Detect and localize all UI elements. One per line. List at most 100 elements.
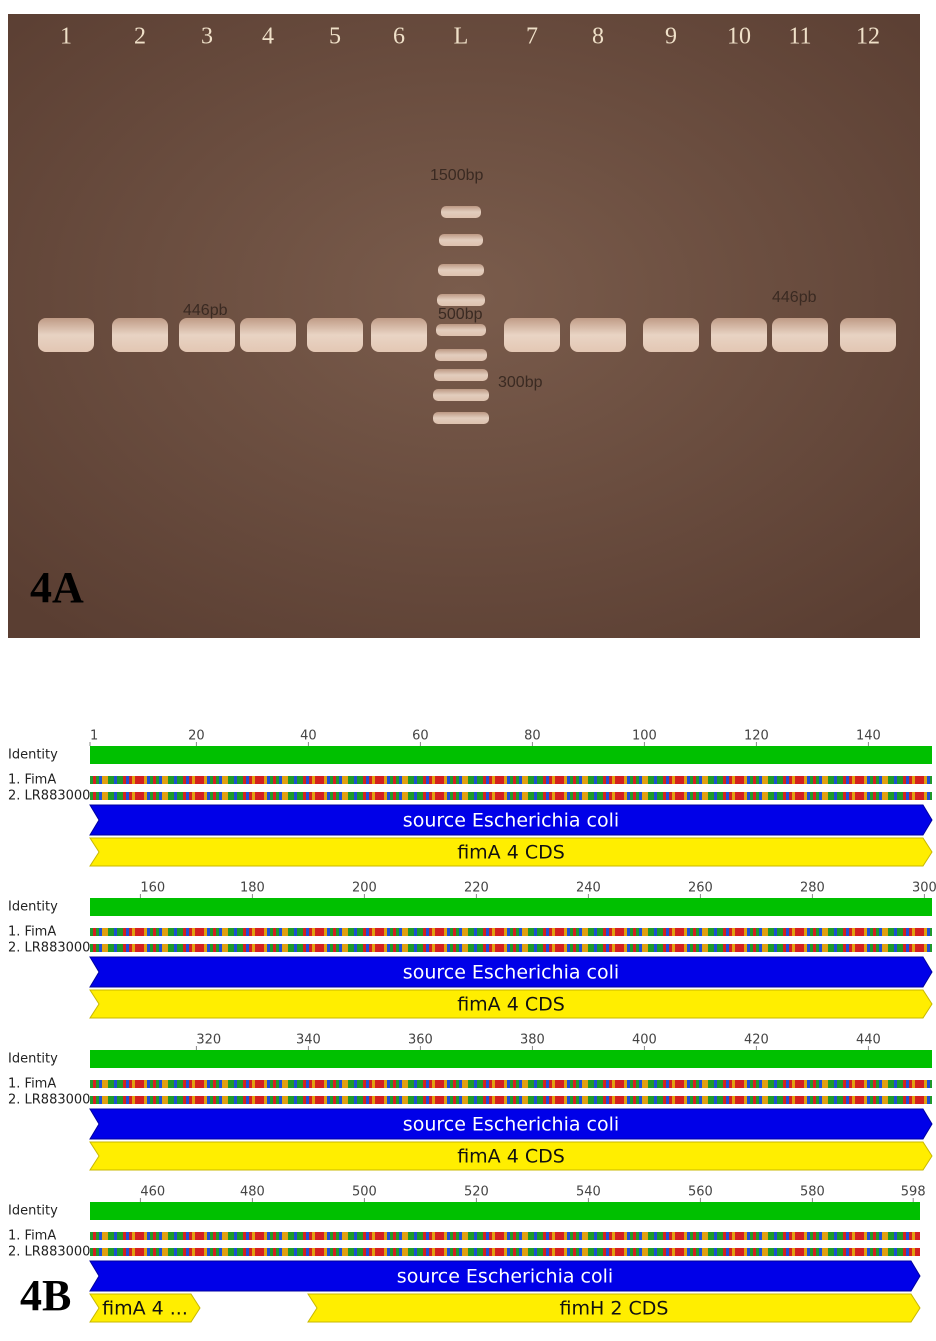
ruler-label: 260	[688, 881, 713, 896]
sequence-row	[90, 1096, 932, 1104]
identity-label: Identity	[8, 900, 58, 915]
lane-label: 8	[592, 24, 604, 50]
ladder-band	[437, 294, 485, 306]
ruler-label: 300	[912, 881, 936, 896]
identity-bar	[90, 1202, 920, 1220]
sequence-name: 2. LR883000	[8, 941, 90, 956]
annotation-label: fimA 4 ...	[102, 1298, 188, 1320]
ruler-label: 460	[140, 1185, 165, 1200]
lane-label: L	[454, 24, 469, 50]
identity-bar	[90, 898, 932, 916]
lane-label: 12	[856, 24, 880, 50]
ruler-label: 480	[240, 1185, 265, 1200]
ruler-label: 580	[800, 1185, 825, 1200]
lane-label: 6	[393, 24, 405, 50]
panel-label: 4B	[20, 1271, 71, 1320]
dna-band	[371, 318, 427, 352]
identity-bar	[90, 1050, 932, 1068]
sequence-row	[90, 1248, 920, 1256]
ruler-label: 420	[744, 1033, 769, 1048]
annotation-arrow	[89, 1293, 201, 1323]
annotation-arrow	[89, 837, 933, 867]
ruler-label: 180	[240, 881, 265, 896]
annotation-label: source Escherichia coli	[403, 962, 619, 984]
annotation-label: source Escherichia coli	[403, 810, 619, 832]
sequence-name: 1. FimA	[8, 1077, 56, 1092]
dna-band	[504, 318, 560, 352]
sequence-row	[90, 776, 932, 784]
annotation-label: fimH 2 CDS	[560, 1298, 669, 1320]
annotation-label: fimA 4 CDS	[457, 842, 565, 864]
sequence-name: 1. FimA	[8, 1229, 56, 1244]
panel-label: 4A	[30, 563, 84, 612]
sequence-row	[90, 928, 932, 936]
ruler-label: 1	[90, 729, 98, 744]
lane-label: 10	[727, 24, 751, 50]
identity-bar	[90, 746, 932, 764]
ruler-label: 240	[576, 881, 601, 896]
annotation-arrow	[89, 989, 933, 1019]
dna-band	[711, 318, 767, 352]
annotation-arrow	[89, 956, 933, 988]
lane-label: 9	[665, 24, 677, 50]
annotation-arrow	[89, 1141, 933, 1171]
ruler-label: 598	[901, 1185, 926, 1200]
lane-label: 4	[262, 24, 274, 50]
ruler-label: 540	[576, 1185, 601, 1200]
lane-label: 2	[134, 24, 146, 50]
sequence-name: 2. LR883000	[8, 1245, 90, 1260]
sequence-name: 1. FimA	[8, 925, 56, 940]
ladder-band	[438, 264, 484, 276]
sequence-name: 2. LR883000	[8, 789, 90, 804]
lane-label: 5	[329, 24, 341, 50]
ladder-band	[435, 349, 487, 361]
annotation-arrow	[89, 1260, 921, 1292]
ladder-band	[434, 369, 488, 381]
lane-label: 1	[60, 24, 72, 50]
dna-band	[840, 318, 896, 352]
ruler-label: 280	[800, 881, 825, 896]
ruler-label: 380	[520, 1033, 545, 1048]
band-label: 500bp	[438, 306, 483, 323]
ruler-label: 160	[140, 881, 165, 896]
ladder-band	[433, 412, 489, 424]
ruler-label: 320	[196, 1033, 221, 1048]
ruler-label: 360	[408, 1033, 433, 1048]
sequence-row	[90, 944, 932, 952]
sequence-row	[90, 1232, 920, 1240]
dna-band	[643, 318, 699, 352]
band-label: 300bp	[498, 374, 543, 391]
annotation-arrow	[89, 1108, 933, 1140]
ruler-label: 40	[300, 729, 317, 744]
lane-label: 11	[788, 24, 811, 50]
ruler-label: 140	[856, 729, 881, 744]
ruler-label: 500	[352, 1185, 377, 1200]
dna-band	[179, 318, 235, 352]
ruler-label: 100	[632, 729, 657, 744]
annotation-label: source Escherichia coli	[397, 1266, 613, 1288]
sequence-name: 1. FimA	[8, 773, 56, 788]
identity-label: Identity	[8, 1204, 58, 1219]
dna-band	[240, 318, 296, 352]
ladder-band	[433, 389, 489, 401]
dna-band	[570, 318, 626, 352]
ruler-label: 400	[632, 1033, 657, 1048]
ruler-label: 20	[188, 729, 205, 744]
ruler-label: 60	[412, 729, 429, 744]
identity-label: Identity	[8, 748, 58, 763]
ruler-label: 220	[464, 881, 489, 896]
lane-label: 3	[201, 24, 213, 50]
band-label: 446pb	[772, 289, 817, 306]
annotation-arrow	[89, 804, 933, 836]
ladder-band	[439, 234, 483, 246]
annotation-label: fimA 4 CDS	[457, 1146, 565, 1168]
band-label: 1500bp	[430, 167, 483, 184]
band-label: 446pb	[183, 302, 228, 319]
dna-band	[112, 318, 168, 352]
ruler-label: 560	[688, 1185, 713, 1200]
dna-band	[772, 318, 828, 352]
lane-label: 7	[526, 24, 538, 50]
ruler-label: 520	[464, 1185, 489, 1200]
annotation-arrow	[307, 1293, 921, 1323]
